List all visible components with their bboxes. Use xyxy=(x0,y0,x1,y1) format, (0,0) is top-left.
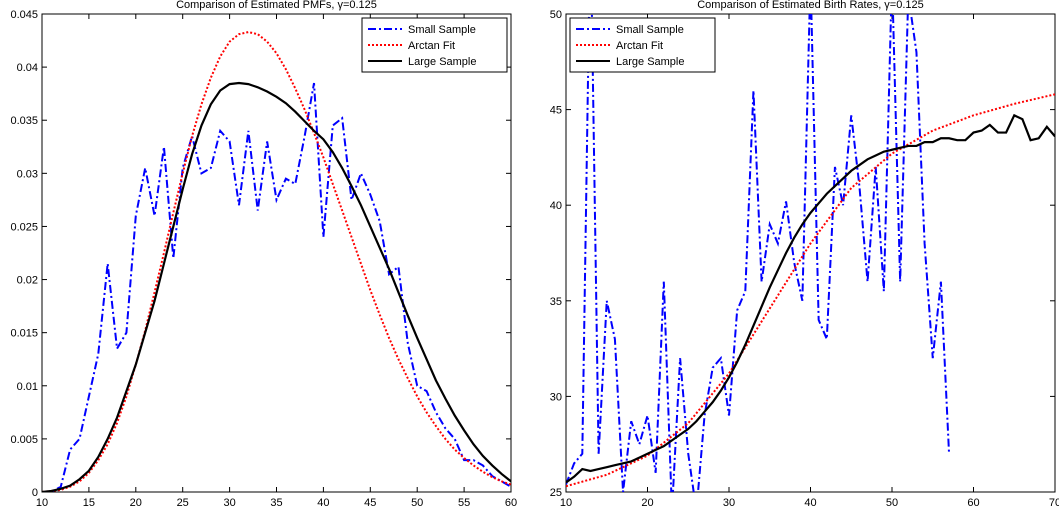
x-tick-label: 35 xyxy=(270,497,282,509)
y-tick-label: 45 xyxy=(550,105,562,117)
legend-label: Arctan Fit xyxy=(408,40,455,52)
x-tick-label: 70 xyxy=(1049,497,1059,509)
x-tick-label: 60 xyxy=(967,497,979,509)
legend-label: Large Sample xyxy=(408,56,477,68)
y-tick-label: 0.04 xyxy=(17,62,38,74)
x-tick-label: 40 xyxy=(317,497,329,509)
y-tick-label: 0.01 xyxy=(17,381,38,393)
legend-label: Small Sample xyxy=(616,24,684,36)
x-tick-label: 40 xyxy=(804,497,816,509)
x-tick-label: 60 xyxy=(505,497,517,509)
y-tick-label: 0.015 xyxy=(10,328,38,340)
x-tick-label: 10 xyxy=(560,497,572,509)
x-tick-label: 25 xyxy=(177,497,189,509)
y-tick-label: 0.045 xyxy=(10,9,38,21)
legend-label: Arctan Fit xyxy=(616,40,663,52)
series-line xyxy=(42,81,511,492)
y-tick-label: 35 xyxy=(550,296,562,308)
legend-box xyxy=(569,17,716,73)
series-line xyxy=(42,82,511,492)
x-tick-label: 30 xyxy=(223,497,235,509)
y-tick-label: 0.035 xyxy=(10,115,38,127)
legend-box xyxy=(361,17,508,73)
chart-title: Comparison of Estimated Birth Rates, γ=0… xyxy=(697,0,924,11)
x-tick-label: 45 xyxy=(364,497,376,509)
y-tick-label: 0.02 xyxy=(17,275,38,287)
x-tick-label: 20 xyxy=(130,497,142,509)
y-tick-label: 30 xyxy=(550,391,562,403)
series-line xyxy=(566,93,1055,488)
y-tick-label: 0.03 xyxy=(17,168,38,180)
x-tick-label: 50 xyxy=(411,497,423,509)
plot-lines xyxy=(42,31,511,492)
x-tick-label: 20 xyxy=(641,497,653,509)
series-line xyxy=(566,113,1055,484)
x-tick-label: 10 xyxy=(36,497,48,509)
y-tick-label: 25 xyxy=(550,487,562,499)
legend-label: Small Sample xyxy=(408,24,476,36)
x-tick-label: 15 xyxy=(83,497,95,509)
plot-lines xyxy=(566,14,1055,492)
y-tick-label: 0.025 xyxy=(10,221,38,233)
y-tick-label: 40 xyxy=(550,200,562,212)
legend-label: Large Sample xyxy=(616,56,685,68)
plot-area xyxy=(565,13,1056,493)
x-tick-label: 55 xyxy=(458,497,470,509)
series-line xyxy=(566,14,951,492)
y-tick-label: 50 xyxy=(550,9,562,21)
y-tick-label: 0.005 xyxy=(10,434,38,446)
chart-title: Comparison of Estimated PMFs, γ=0.125 xyxy=(176,0,377,11)
x-tick-label: 50 xyxy=(886,497,898,509)
y-tick-label: 0 xyxy=(32,487,38,499)
x-tick-label: 30 xyxy=(723,497,735,509)
